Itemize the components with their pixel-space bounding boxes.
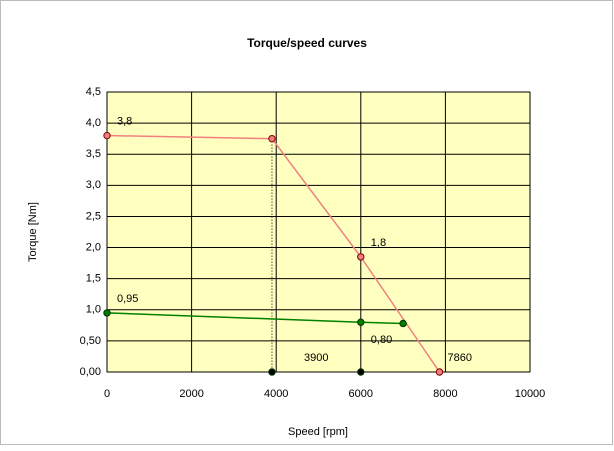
y-tick-label: 4,5 (86, 86, 101, 98)
y-tick-label: 1,5 (86, 273, 101, 285)
x-tick-label: 0 (104, 388, 110, 400)
plot-area (106, 91, 531, 373)
chart-title: Torque/speed curves (247, 36, 367, 50)
y-tick-label: 0,50 (80, 335, 101, 347)
y-tick-label: 3,5 (86, 148, 101, 160)
x-tick-label: 2000 (179, 388, 203, 400)
y-tick-label: 2,5 (86, 210, 101, 222)
x-axis-label: Speed [rpm] (288, 426, 348, 438)
y-tick-label: 4,0 (86, 117, 101, 129)
y-tick-label: 3,0 (86, 179, 101, 191)
x-tick-label: 6000 (349, 388, 373, 400)
data-point (435, 368, 444, 376)
y-tick-label: 0,00 (80, 366, 101, 378)
y-axis-label: Torque [Nm] (27, 202, 39, 262)
data-point (103, 131, 111, 140)
data-point (268, 368, 276, 376)
y-tick-label: 2,0 (86, 241, 101, 253)
data-point (399, 319, 407, 328)
x-tick-label: 8000 (433, 388, 457, 400)
data-point (103, 309, 111, 317)
x-tick-label: 4000 (264, 388, 288, 400)
data-label: 1,8 (371, 237, 386, 249)
data-point (357, 318, 365, 326)
data-point (268, 134, 276, 143)
series-line (106, 134, 441, 373)
data-label: 7860 (447, 352, 471, 364)
data-label: 3,8 (117, 115, 132, 127)
data-label: 0,95 (117, 293, 138, 305)
data-point (357, 368, 365, 376)
y-tick-label: 1,0 (86, 304, 101, 316)
data-label: 0,80 (371, 334, 392, 346)
data-label: 3900 (304, 352, 328, 364)
data-point (357, 253, 365, 261)
x-tick-label: 10000 (515, 388, 546, 400)
